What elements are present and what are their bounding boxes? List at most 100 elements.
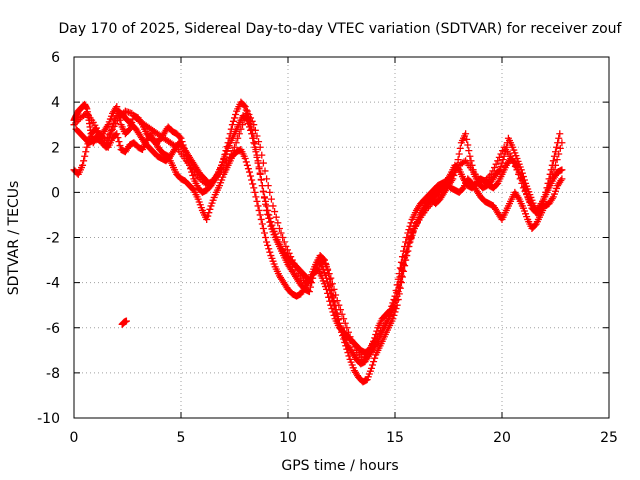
data-point [513, 166, 521, 174]
y-tick-label: 0 [51, 185, 60, 201]
data-point [558, 166, 566, 174]
data-point [249, 180, 257, 188]
data-point [258, 182, 266, 190]
data-point [545, 179, 553, 187]
data-point [390, 311, 398, 319]
data-point [553, 156, 561, 164]
data-point [542, 188, 550, 196]
data-point [367, 364, 375, 372]
data-point [555, 150, 563, 158]
data-point [320, 256, 328, 264]
data-point [336, 306, 344, 314]
data-point [264, 206, 272, 214]
data-point [404, 243, 412, 251]
data-point [251, 126, 259, 134]
data-point [250, 139, 258, 147]
data-point [496, 166, 504, 174]
data-point [328, 280, 336, 288]
data-point [250, 121, 258, 129]
data-point [309, 271, 317, 279]
data-point [386, 310, 394, 318]
data-point [510, 159, 518, 167]
data-point [203, 215, 211, 223]
data-point [231, 143, 238, 151]
data-point [260, 193, 268, 201]
data-point [274, 219, 282, 227]
data-point [344, 349, 352, 357]
data-point [239, 121, 247, 129]
data-point [237, 125, 245, 133]
data-point [349, 340, 357, 348]
data-point [397, 272, 405, 280]
data-point [290, 259, 298, 267]
data-point [83, 143, 91, 151]
data-point [253, 197, 261, 205]
data-point [351, 343, 359, 351]
data-point [277, 229, 285, 237]
data-point [245, 111, 253, 119]
data-point [341, 319, 349, 327]
x-tick-label: 5 [177, 430, 186, 446]
data-point [489, 167, 497, 175]
data-point [263, 238, 271, 246]
data-point [251, 188, 259, 196]
data-point [499, 156, 507, 164]
data-point [228, 121, 236, 129]
data-point [407, 234, 415, 241]
data-point [497, 150, 505, 158]
y-tick-label: -10 [37, 411, 60, 427]
data-point [333, 297, 341, 305]
chart-title: Day 170 of 2025, Sidereal Day-to-day VTE… [59, 21, 623, 37]
data-point [79, 161, 87, 169]
data-point [171, 142, 179, 150]
data-point [229, 147, 237, 155]
data-point [244, 120, 252, 128]
data-point [248, 176, 256, 184]
data-point [204, 212, 212, 220]
data-point [521, 187, 529, 195]
data-point [454, 156, 462, 164]
data-point [555, 134, 563, 142]
data-point [288, 256, 296, 264]
data-point [242, 112, 250, 120]
data-point [243, 161, 251, 169]
data-point [516, 175, 524, 183]
data-point [325, 270, 333, 278]
y-tick-label: 4 [51, 95, 60, 111]
data-point [388, 306, 396, 314]
y-tick-label: -6 [46, 321, 60, 337]
data-point [340, 315, 348, 323]
y-tick-label: -2 [46, 231, 60, 247]
data-point [549, 157, 557, 165]
data-point [330, 285, 338, 293]
data-point [245, 168, 253, 176]
data-point [508, 156, 516, 164]
data-point [460, 158, 468, 166]
data-point [319, 257, 327, 265]
data-point [463, 135, 471, 143]
data-point [335, 319, 343, 327]
data-point [285, 249, 293, 257]
series-track-b [70, 125, 566, 368]
data-point [511, 162, 519, 170]
data-point [397, 265, 405, 273]
data-point [409, 229, 417, 237]
data-point [235, 130, 243, 138]
data-point [245, 123, 253, 131]
data-point [125, 126, 133, 134]
data-point [407, 219, 415, 227]
data-point [280, 238, 288, 246]
data-point [252, 193, 260, 201]
data-point [389, 301, 397, 309]
data-point [399, 259, 407, 267]
data-point [345, 352, 353, 360]
data-point [498, 159, 506, 167]
data-point [494, 157, 502, 165]
data-point [259, 159, 267, 167]
data-point [206, 205, 214, 213]
data-point [81, 111, 89, 119]
data-point [311, 267, 319, 275]
data-point [262, 234, 270, 241]
y-tick-label: -8 [46, 366, 60, 382]
